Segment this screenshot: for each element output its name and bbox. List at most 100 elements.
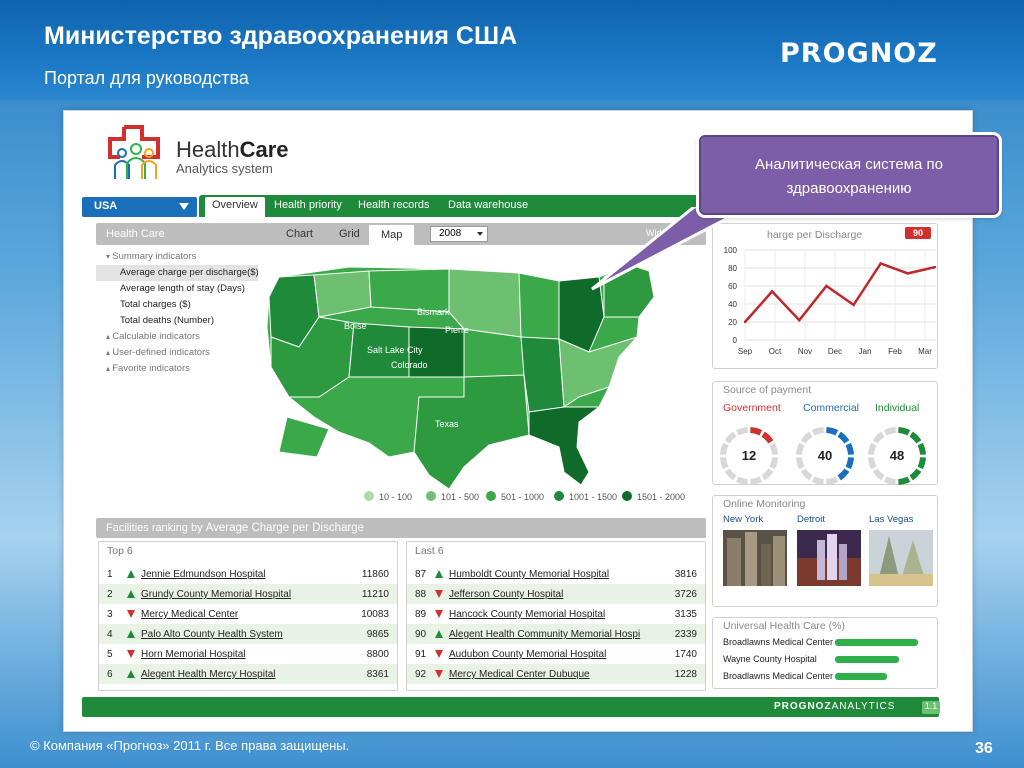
hospital-link[interactable]: Alegent Health Community Memorial Hospi [449, 629, 641, 640]
x-tick-label: Mar [918, 347, 932, 356]
table-row[interactable]: 90 Alegent Health Community Memorial Hosp… [407, 624, 705, 644]
hospital-link[interactable]: Alegent Health Mercy Hospital [141, 669, 276, 680]
hospital-link[interactable]: Jefferson County Hospital [449, 589, 564, 600]
arrow-up-icon [435, 630, 443, 638]
gauge-segment [868, 457, 877, 470]
group-summary-indicators[interactable]: Summary indicators [96, 249, 266, 265]
gauge-segment [720, 457, 729, 470]
arrow-down-icon [435, 650, 443, 658]
gauge-segment [837, 431, 850, 444]
y-tick-label: 100 [724, 246, 738, 255]
legend-swatch-icon [426, 491, 436, 501]
hospital-link[interactable]: Palo Alto County Health System [141, 629, 283, 640]
table-row[interactable]: 89 Hancock County Memorial Hospital 3135 [407, 604, 705, 624]
legend-label: 1001 - 1500 [569, 492, 618, 502]
monitoring-panel: Online Monitoring New York Detroit Las V… [712, 495, 938, 607]
donut-government: 12 [717, 424, 781, 488]
arrow-down-icon [127, 610, 135, 618]
table-row[interactable]: 92 Mercy Medical Center Dubuque 1228 [407, 664, 705, 684]
prognoz-logo: PROGNOZ [780, 38, 938, 69]
hospital-link[interactable]: Audubon County Memorial Hospital [449, 649, 607, 660]
table-row[interactable]: 3 Mercy Medical Center 10083 [99, 604, 397, 624]
table-row[interactable]: 87 Humboldt County Memorial Hospital 3816 [407, 564, 705, 584]
hospital-link[interactable]: Humboldt County Memorial Hospital [449, 569, 610, 580]
view-tab-grid[interactable]: Grid [339, 228, 360, 240]
slide-footer: © Компания «Прогноз» 2011 г. Все права з… [30, 738, 350, 753]
y-tick-label: 80 [728, 264, 737, 273]
top6-title: Top 6 [107, 545, 133, 557]
year-value: 2008 [439, 228, 462, 239]
logo-subtitle: Analytics system [176, 161, 273, 176]
city-label[interactable]: Las Vegas [869, 514, 914, 525]
group-user-defined-indicators[interactable]: User-defined indicators [96, 345, 266, 361]
city-photo-las-vegas[interactable] [869, 530, 933, 586]
rank-value: 2339 [674, 629, 697, 640]
view-tab-chart[interactable]: Chart [286, 228, 313, 240]
table-row[interactable]: 5 Horn Memorial Hospital 8800 [99, 644, 397, 664]
series-line [744, 261, 936, 323]
slide-subtitle: Портал для руководства [44, 68, 249, 88]
year-select[interactable]: 2008 [430, 226, 488, 242]
gauge-segment [845, 442, 854, 455]
hospital-link[interactable]: Grundy County Memorial Hospital [141, 589, 292, 600]
chart-title: harge per Discharge [767, 229, 863, 241]
hospital-link[interactable]: Horn Memorial Hospital [141, 649, 246, 660]
charge-line-chart: 0 20 40 60 80 100 Sep Oct Nov Dec Jan Feb Mar [724, 246, 937, 356]
arrow-down-icon [435, 610, 443, 618]
rank-value: 9865 [366, 629, 389, 640]
y-tick-label: 20 [728, 318, 737, 327]
callout-tail [591, 207, 750, 291]
table-row[interactable]: 6 Alegent Health Mercy Hospital 8361 [99, 664, 397, 684]
table-row[interactable]: 88 Jefferson County Hospital 3726 [407, 584, 705, 604]
hospital-link[interactable]: Mercy Medical Center [141, 609, 239, 620]
map-region [528, 406, 601, 486]
charge-chart-header: harge per Discharge 90 [713, 224, 939, 244]
map-region [448, 268, 522, 338]
hospital-link[interactable]: Mercy Medical Center Dubuque [449, 669, 590, 680]
table-row[interactable]: 4 Palo Alto County Health System 9865 [99, 624, 397, 644]
chevron-down-icon [179, 203, 189, 210]
us-map[interactable]: Bismark Boise Pierre Salt Lake City Colo… [259, 257, 709, 497]
city-photo-new-york[interactable] [723, 530, 787, 586]
tab-overview[interactable]: Overview [205, 197, 265, 217]
city-photo-detroit[interactable] [797, 530, 861, 586]
view-tab-map[interactable]: Map [369, 225, 415, 247]
city-label[interactable]: Detroit [797, 514, 825, 525]
group-favorite-indicators[interactable]: Favorite indicators [96, 361, 266, 377]
tab-data-warehouse[interactable]: Data warehouse [448, 199, 529, 211]
payment-labels: Government Commercial Individual [713, 398, 937, 416]
top6-panel: Top 6 1 Jennie Edmundson Hospital 11860 2 Gr… [98, 541, 398, 691]
gauge-segment [735, 427, 748, 436]
indicator-item[interactable]: Total charges ($) [120, 299, 191, 310]
tab-health-records[interactable]: Health records [358, 199, 430, 211]
table-row[interactable]: 2 Grundy County Memorial Hospital 11210 [99, 584, 397, 604]
tab-health-priority[interactable]: Health priority [274, 199, 342, 211]
rank-number: 90 [415, 629, 427, 640]
donut-individual: 48 [865, 424, 929, 488]
rank-number: 92 [415, 669, 427, 680]
brand-bold: PROGNOZ [774, 701, 832, 712]
payment-label-individual: Individual [875, 402, 920, 414]
uhc-bar [835, 639, 918, 646]
rank-value: 11860 [361, 569, 389, 580]
gauge-segment [883, 476, 896, 485]
indicator-item[interactable]: Average charge per discharge($) [96, 265, 259, 281]
legend-label: 101 - 500 [441, 492, 480, 502]
table-row[interactable]: 91 Audubon County Memorial Hospital 1740 [407, 644, 705, 664]
rank-value: 1740 [674, 649, 697, 660]
table-row[interactable]: 1 Jennie Edmundson Hospital 11860 [99, 564, 397, 584]
panel-bar: Health Care Chart Grid Map 2008 Wide scr… [96, 223, 706, 247]
donut-commercial: 40 [793, 424, 857, 488]
country-select[interactable]: USA [82, 197, 197, 217]
group-calculable-indicators[interactable]: Calculable indicators [96, 329, 266, 345]
legend-item: 10 - 100 [364, 491, 412, 502]
status-brand: PROGNOZANALYTICS [774, 701, 895, 712]
hospital-link[interactable]: Hancock County Memorial Hospital [449, 609, 606, 620]
gauge-segment [796, 442, 805, 455]
indicator-item[interactable]: Total deaths (Number) [120, 315, 214, 326]
map-region [558, 335, 639, 408]
hospital-link[interactable]: Jennie Edmundson Hospital [141, 569, 266, 580]
x-tick-label: Jan [859, 347, 872, 356]
city-label[interactable]: New York [723, 514, 764, 525]
indicator-item[interactable]: Average length of stay (Days) [120, 283, 245, 294]
